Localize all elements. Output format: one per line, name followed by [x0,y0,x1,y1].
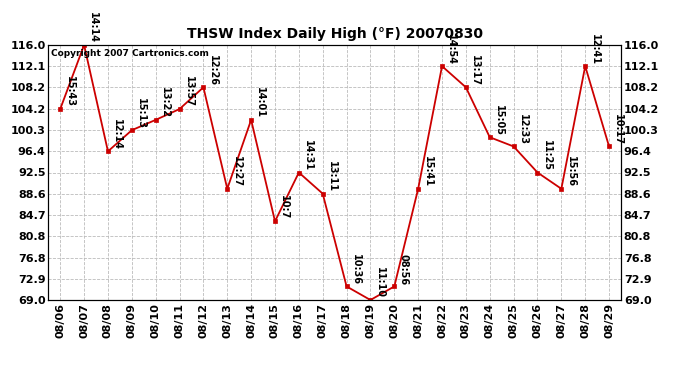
Text: 10:36: 10:36 [351,254,361,285]
Text: 15:05: 15:05 [494,105,504,136]
Title: THSW Index Daily High (°F) 20070830: THSW Index Daily High (°F) 20070830 [187,27,482,41]
Text: 14:54: 14:54 [446,33,456,64]
Text: 15:43: 15:43 [65,76,75,107]
Text: 08:56: 08:56 [399,254,408,285]
Text: 14:01: 14:01 [255,87,266,118]
Text: 13:17: 13:17 [470,55,480,86]
Text: 14:31: 14:31 [303,140,313,171]
Text: 15:13: 15:13 [136,98,146,129]
Text: 10:17: 10:17 [613,114,623,145]
Text: 12:14: 12:14 [112,119,122,150]
Text: 13:57: 13:57 [184,76,194,107]
Text: 13:22: 13:22 [160,87,170,118]
Text: Copyright 2007 Cartronics.com: Copyright 2007 Cartronics.com [51,49,209,58]
Text: 11:25: 11:25 [542,140,552,171]
Text: 12:41: 12:41 [589,33,600,64]
Text: 12:33: 12:33 [518,114,528,145]
Text: 10:7: 10:7 [279,195,289,220]
Text: 13:11: 13:11 [327,161,337,192]
Text: 12:26: 12:26 [208,55,218,86]
Text: 14:14: 14:14 [88,12,99,44]
Text: 15:41: 15:41 [422,156,433,187]
Text: 11:10: 11:10 [375,267,385,298]
Text: 15:56: 15:56 [566,156,575,187]
Text: 12:27: 12:27 [232,156,241,187]
